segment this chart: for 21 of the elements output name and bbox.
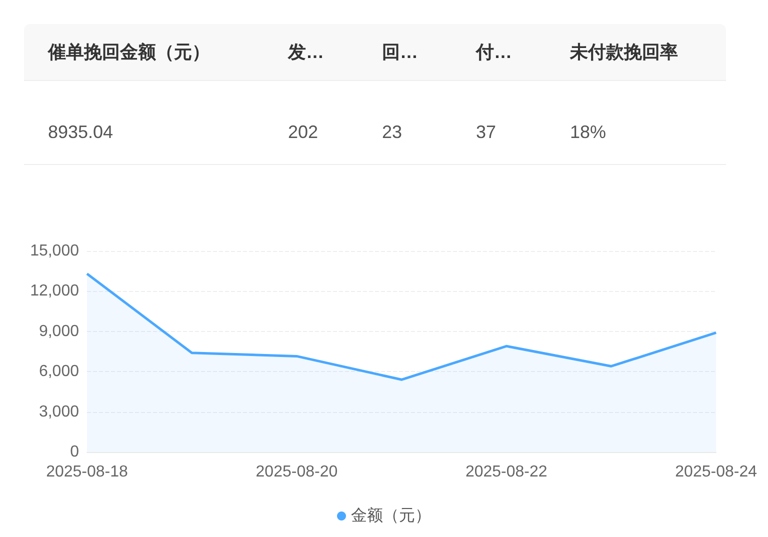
y-tick-label: 15,000 [30,242,80,260]
y-tick-label: 3,000 [38,403,80,420]
x-tick-label: 2025-08-22 [465,464,548,480]
legend-label: 金额（元） [351,506,431,524]
x-tick-label: 2025-08-24 [675,464,758,480]
x-tick-label: 2025-08-18 [46,464,128,480]
y-tick-label: 6,000 [38,363,80,380]
text: 8935.04 [48,122,114,142]
category-label: 催单挽回金额（元） [48,41,210,64]
category-label: 付… [476,41,512,64]
text: 37 [476,122,496,142]
y-tick-label: 9,000 [38,322,80,340]
category-label: 回… [382,41,418,64]
category-label: 未付款挽回率 [570,41,678,64]
x-tick-label: 2025-08-20 [256,464,338,480]
text: 18% [570,122,606,142]
text: 202 [288,122,318,142]
category-label: 发… [288,41,324,64]
y-tick-label: 12,000 [30,282,80,300]
text: 23 [382,122,402,142]
y-tick-label: 0 [70,444,80,460]
